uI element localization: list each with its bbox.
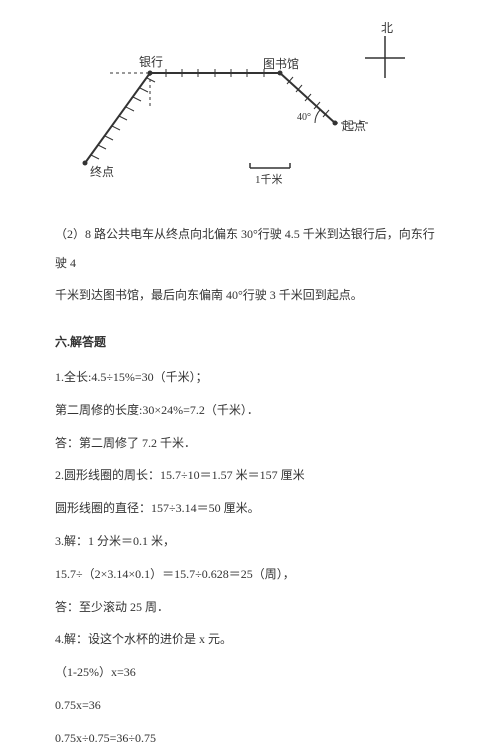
q4-line-b: （1-25%）x=36	[55, 656, 445, 689]
q4-line-a: 4.解：设这个水杯的进价是 x 元。	[55, 623, 445, 656]
q2-line-b: 圆形线圈的直径：157÷3.14＝50 厘米。	[55, 492, 445, 525]
route-path	[83, 69, 371, 166]
library-label: 图书馆	[263, 56, 299, 71]
angle-label: 40°	[297, 112, 311, 123]
scale-label: 1千米	[255, 173, 283, 186]
start-label: 起点	[342, 119, 366, 133]
paragraph-2a: （2）8 路公共电车从终点向北偏东 30°行驶 4.5 千米到达银行后，向东行驶…	[55, 218, 445, 280]
q1-line-a: 1.全长:4.5÷15%=30（千米）；	[55, 361, 445, 394]
compass-icon: 北	[365, 21, 405, 78]
q3-line-a: 3.解：1 分米＝0.1 米，	[55, 525, 445, 558]
q1-line-c: 答：第二周修了 7.2 千米．	[55, 427, 445, 460]
q1-line-b: 第二周修的长度:30×24%=7.2（千米）．	[55, 394, 445, 427]
section-6-title: 六.解答题	[55, 326, 445, 359]
scale-bar: 1千米	[250, 163, 290, 186]
route-diagram: 北	[55, 0, 445, 204]
q4-line-d: 0.75x÷0.75=36÷0.75	[55, 722, 445, 755]
q3-line-c: 答：至少滚动 25 周．	[55, 591, 445, 624]
end-label: 终点	[90, 164, 114, 179]
q2-line-a: 2.圆形线圈的周长：15.7÷10＝1.57 米＝157 厘米	[55, 459, 445, 492]
q3-line-b: 15.7÷（2×3.14×0.1）＝15.7÷0.628＝25（周），	[55, 558, 445, 591]
paragraph-2b: 千米到达图书馆，最后向东偏南 40°行驶 3 千米回到起点。	[55, 279, 445, 312]
q4-line-c: 0.75x=36	[55, 689, 445, 722]
north-label: 北	[381, 21, 393, 35]
bank-label: 银行	[139, 55, 163, 69]
